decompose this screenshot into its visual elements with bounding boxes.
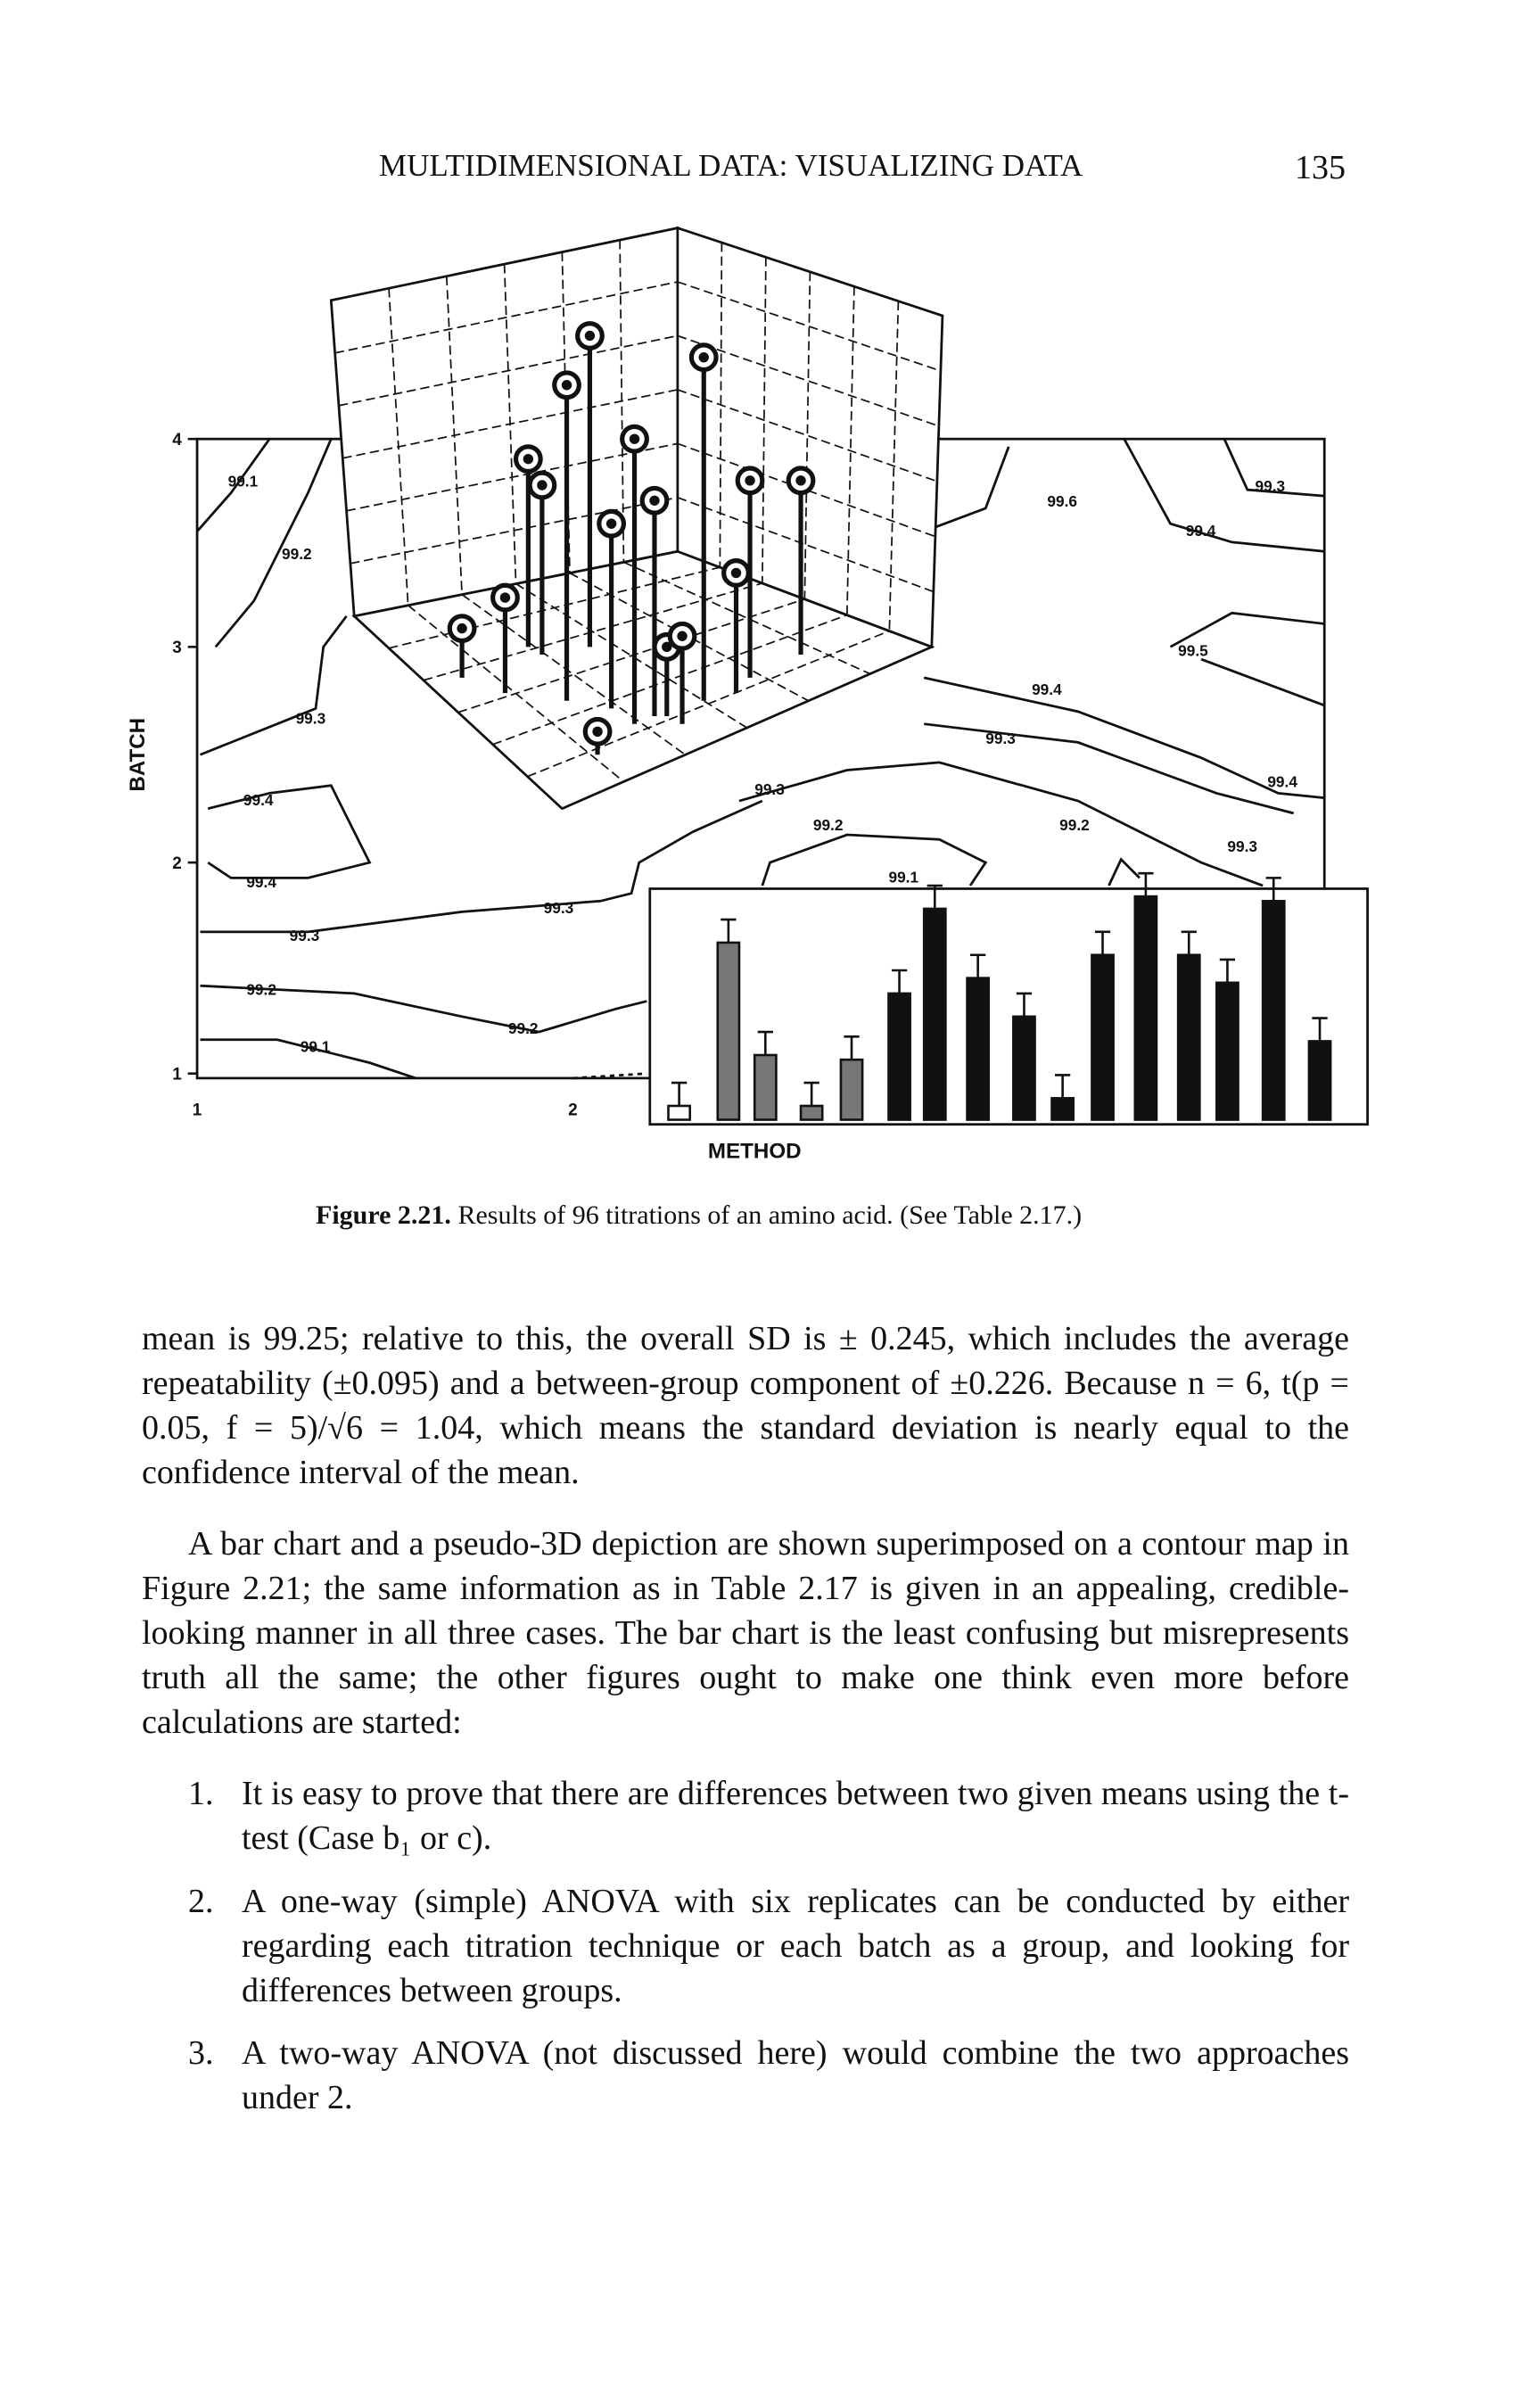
bar	[922, 907, 947, 1121]
stem-dot	[649, 495, 660, 506]
x-tick-label: 1	[193, 1101, 202, 1119]
grid-line	[677, 281, 942, 372]
contour-label: 99.4	[1267, 772, 1297, 790]
contour-label: 99.6	[1047, 492, 1077, 510]
contour-label: 99.2	[246, 981, 276, 999]
bar	[1050, 1097, 1075, 1121]
list-number: 3.	[188, 2034, 214, 2072]
contour-label: 99.4	[1032, 680, 1062, 698]
grid-line	[350, 496, 679, 565]
contour-label: 99.3	[290, 927, 320, 944]
contour-label: 99.2	[1059, 816, 1090, 834]
contour-label: 99.5	[1178, 642, 1208, 660]
bar	[887, 992, 911, 1121]
bar	[1133, 895, 1158, 1121]
contour-label: 99.3	[754, 780, 785, 798]
figure: 4 3 2 11 2 99.1 99.2 99.3 99.4 99.4 99.3 99.3 99.2 99…	[126, 226, 1369, 1164]
grid-line	[677, 334, 940, 427]
grid-line	[623, 561, 871, 675]
page-number: 135	[1295, 149, 1346, 186]
contour-label: 99.1	[888, 869, 918, 887]
stem-dot	[677, 631, 688, 641]
list-text: It is easy to prove that there are diffe…	[242, 1775, 1349, 1857]
contour-label: 99.2	[508, 1019, 539, 1037]
caption: Figure 2.21. Results of 96 titrations of…	[316, 1200, 1082, 1231]
grid-line	[338, 334, 679, 407]
grid-line	[492, 614, 848, 746]
x-axis-label: METHOD	[708, 1140, 802, 1164]
running-header: MULTIDIMENSIONAL DATA: VISUALIZING DATA	[379, 148, 1083, 183]
bar	[966, 977, 991, 1121]
stem-dot	[592, 726, 603, 738]
contour-label: 99.2	[813, 816, 844, 834]
contour-label: 99.3	[985, 730, 1016, 747]
caption-text: Results of 96 titrations of an amino aci…	[457, 1200, 1083, 1230]
bar	[1261, 899, 1286, 1121]
contour-label: 99.2	[282, 545, 312, 563]
stem-dot	[795, 475, 806, 486]
contour-label: 99.3	[296, 710, 326, 728]
bar	[1307, 1040, 1332, 1121]
stem-dot	[605, 518, 617, 529]
grid-line	[677, 497, 935, 593]
stem-dot	[457, 623, 467, 634]
bar	[753, 1053, 778, 1121]
grid-line	[457, 598, 805, 713]
y-tick-label: 4	[172, 431, 182, 449]
list-number: 2.	[188, 1883, 214, 1920]
stem-dot	[730, 567, 742, 579]
list-text: A two-way ANOVA (not discussed here) wou…	[242, 2034, 1349, 2116]
stem-dot	[584, 330, 596, 342]
y-axis-label: BATCH	[126, 718, 150, 792]
stem-dot	[662, 641, 672, 653]
contour-label: 99.3	[1227, 837, 1257, 855]
stem-dot	[499, 592, 511, 603]
stem-dot	[523, 453, 534, 465]
grid-line	[334, 281, 679, 354]
y-tick-label: 2	[172, 854, 182, 873]
caption-label: Figure 2.21.	[316, 1200, 451, 1230]
pseudo-3d-stems	[447, 321, 816, 755]
grid-line	[677, 389, 938, 482]
y-tick-label: 1	[172, 1066, 182, 1084]
bar	[1091, 953, 1115, 1121]
paragraph: A bar chart and a pseudo-3D depiction ar…	[142, 1525, 1349, 1741]
contour-lines	[196, 438, 1325, 1080]
bar	[839, 1058, 864, 1121]
list-number: 1.	[188, 1775, 214, 1812]
bar	[799, 1104, 824, 1121]
bar	[667, 1104, 691, 1121]
bar	[1012, 1015, 1036, 1121]
stem-dot	[537, 480, 548, 491]
stem-dot	[698, 351, 709, 363]
contour-label: 99.1	[228, 473, 259, 491]
bar	[1176, 953, 1201, 1121]
bar	[1215, 981, 1239, 1121]
contour-label: 99.3	[1256, 477, 1286, 495]
stem-dot	[745, 475, 755, 486]
contour-label: 99.1	[301, 1038, 331, 1056]
bar	[716, 941, 741, 1121]
pseudo-3d-box	[329, 226, 944, 811]
stem-dot	[629, 433, 640, 444]
bar-chart	[667, 871, 1332, 1121]
contour-label: 99.4	[243, 791, 274, 809]
contour-label: 99.4	[1186, 522, 1216, 540]
back-wall	[329, 226, 679, 618]
contour-label: 99.4	[246, 873, 276, 891]
paragraph: mean is 99.25; relative to this, the ove…	[142, 1320, 1349, 1491]
x-tick-label: 2	[568, 1101, 578, 1119]
stem-dot	[561, 380, 572, 391]
y-tick-label: 3	[172, 639, 182, 657]
contour-label: 99.3	[544, 899, 574, 917]
grid-line	[677, 442, 936, 538]
list-text: A one-way (simple) ANOVA with six replic…	[242, 1883, 1349, 2009]
